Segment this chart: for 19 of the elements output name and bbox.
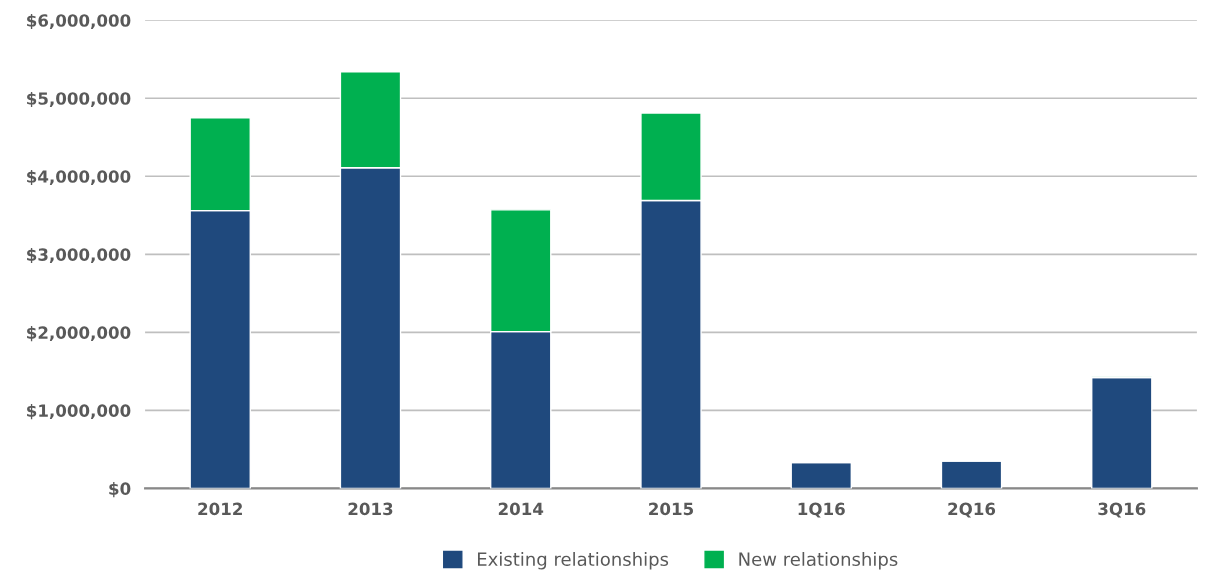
legend-label: New relationships bbox=[739, 552, 898, 570]
x-tick-label: 2014 bbox=[498, 502, 544, 516]
legend-label: Existing relationships bbox=[478, 552, 669, 570]
y-tick-label: $2,000,000 bbox=[27, 326, 131, 342]
bar bbox=[790, 461, 853, 489]
bar bbox=[1091, 376, 1153, 489]
x-tick-label: 2Q16 bbox=[948, 502, 996, 518]
y-tick-label: $5,000,000 bbox=[27, 91, 131, 108]
y-tick-label: $3,000,000 bbox=[27, 247, 131, 264]
x-tick-label: 2013 bbox=[348, 502, 393, 516]
y-tick-label: $4,000,000 bbox=[27, 169, 131, 186]
x-tick-label: 2012 bbox=[198, 502, 242, 516]
x-tick-label: 3Q16 bbox=[1098, 502, 1146, 518]
x-tick-label: 2015 bbox=[649, 502, 694, 516]
y-tick-label: $1,000,000 bbox=[27, 404, 131, 420]
bar bbox=[940, 460, 1003, 489]
x-tick-label: 1Q16 bbox=[798, 502, 845, 518]
y-tick-label: $6,000,000 bbox=[27, 13, 131, 30]
y-tick-label: $0 bbox=[109, 482, 131, 498]
